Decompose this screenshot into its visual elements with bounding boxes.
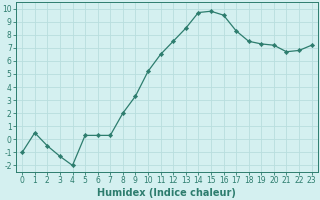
- X-axis label: Humidex (Indice chaleur): Humidex (Indice chaleur): [98, 188, 236, 198]
